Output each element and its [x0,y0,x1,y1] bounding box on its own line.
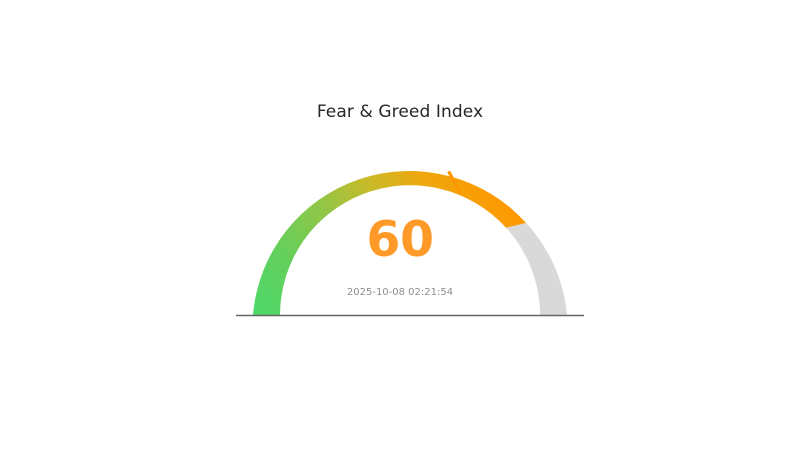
gauge-value-readout: 60 [366,211,434,268]
gauge-track-remaining [506,222,567,315]
gauge-value-arc [253,170,527,315]
gauge-threshold-needle [447,170,463,195]
gauge-timestamp: 2025-10-08 02:21:54 [346,287,454,298]
page-title: Fear & Greed Index [316,102,484,122]
